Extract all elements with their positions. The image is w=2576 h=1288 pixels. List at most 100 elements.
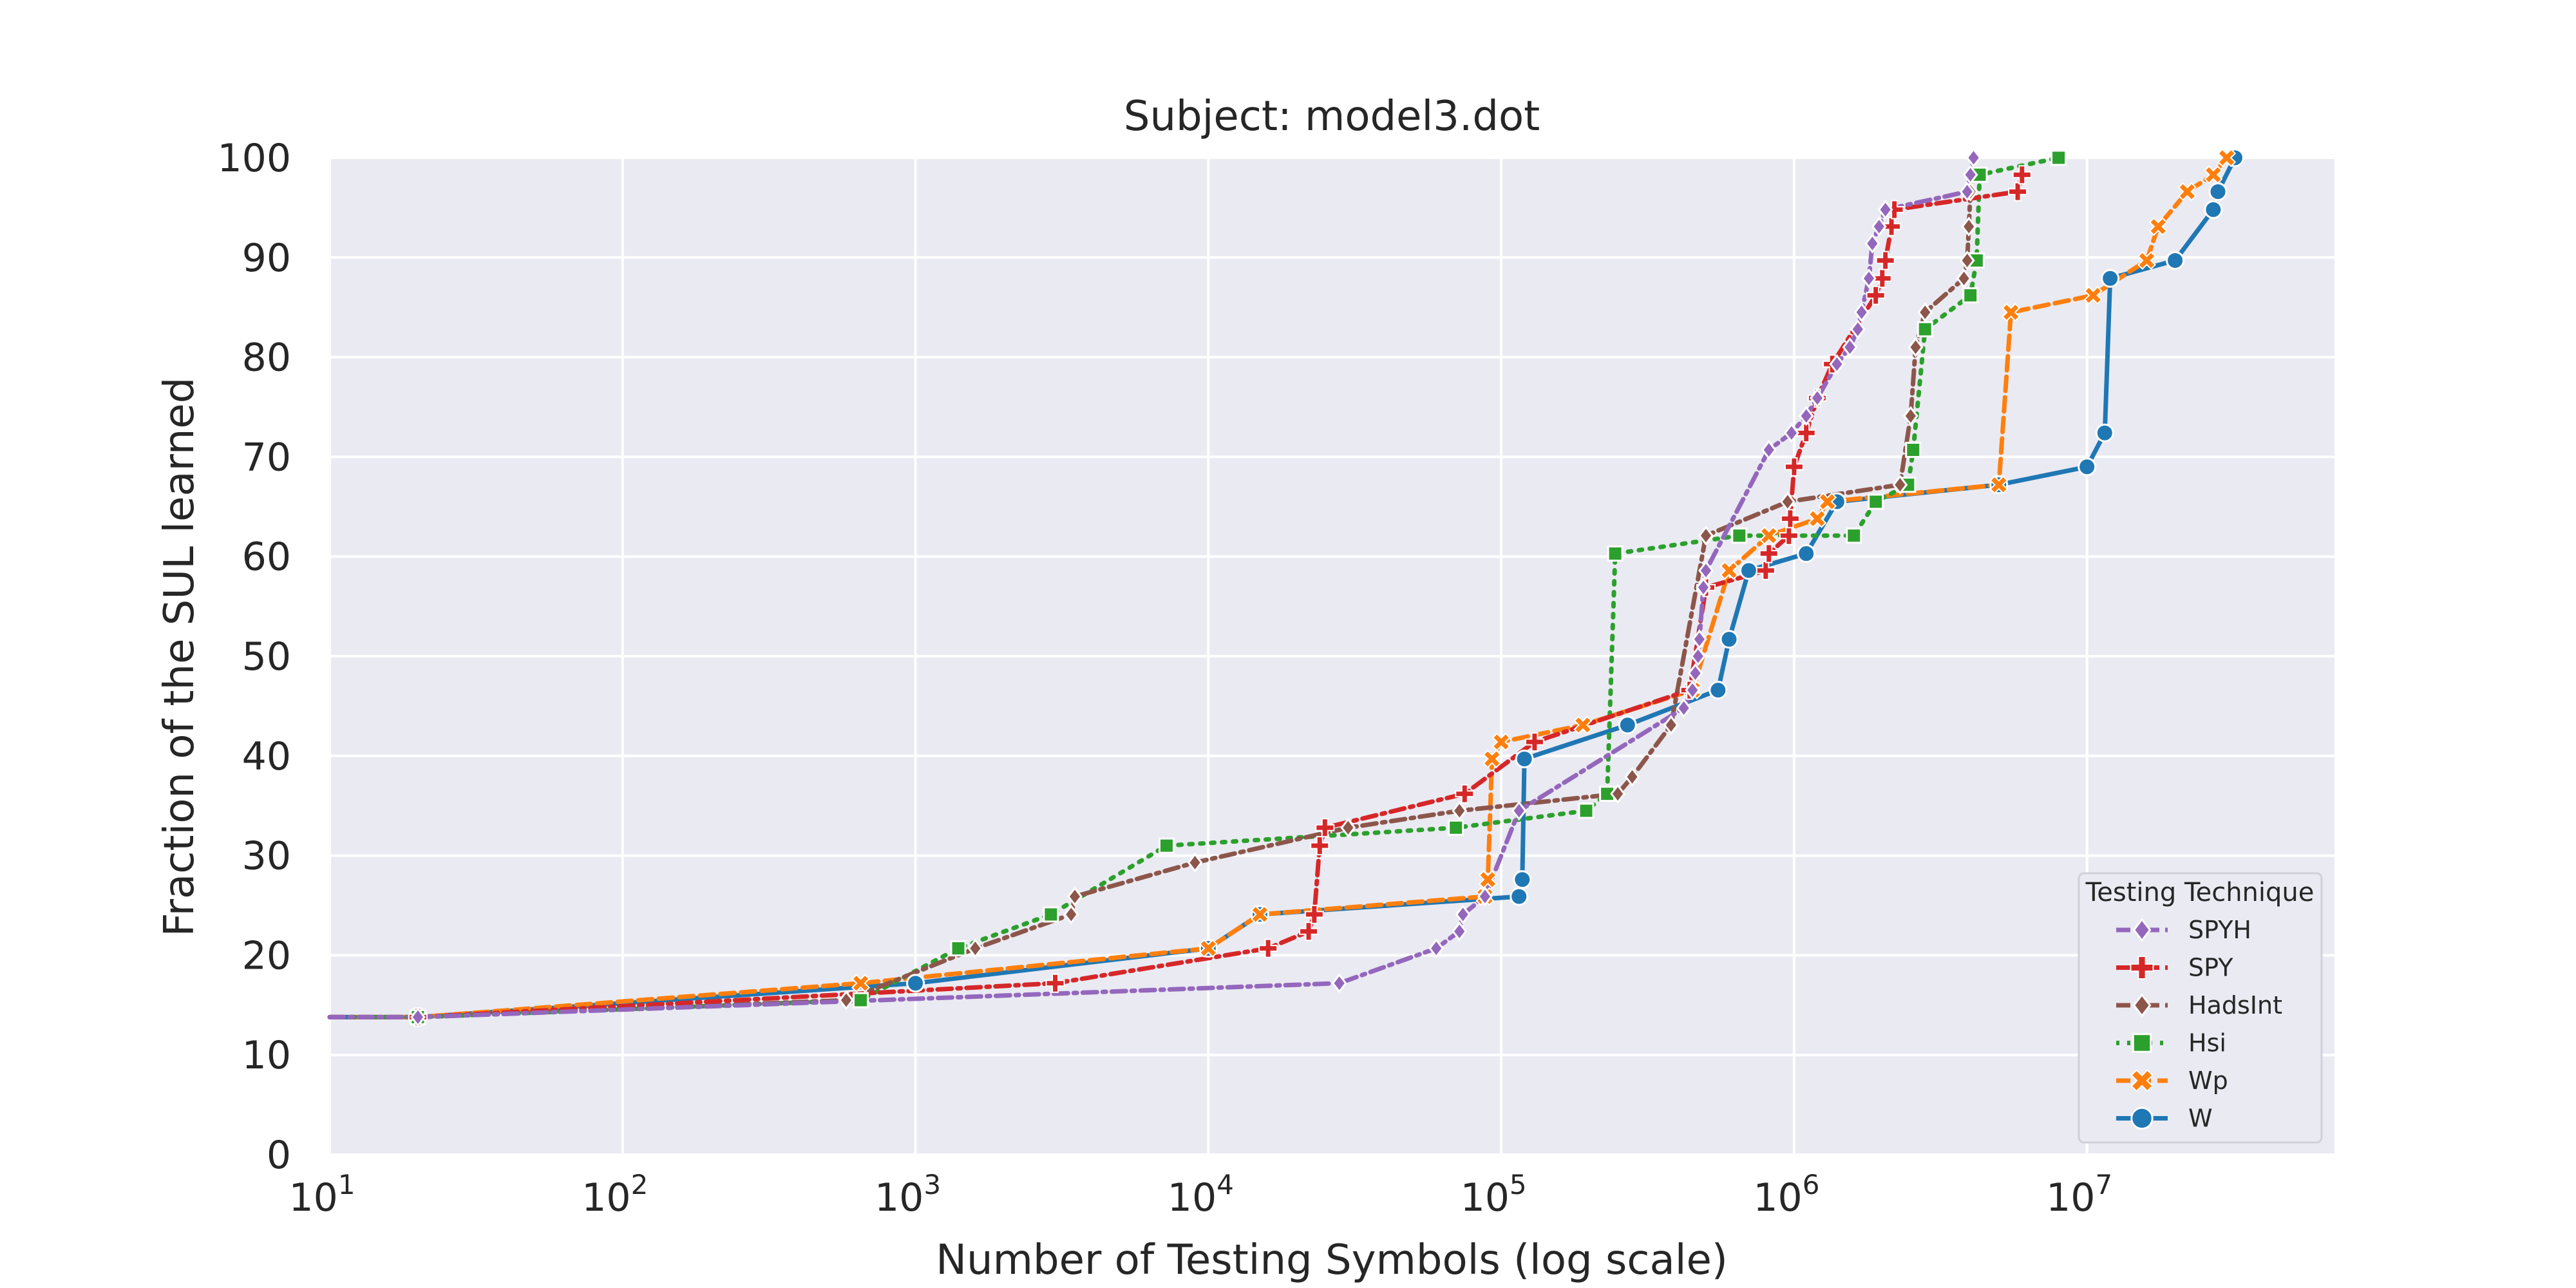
marker-diamond: [1698, 560, 1714, 581]
marker-plus: [1304, 904, 1324, 924]
marker-x-shape: [1719, 561, 1739, 580]
marker-circle: [1797, 544, 1816, 564]
marker-x-shape: [2002, 303, 2021, 322]
y-tick-label: 30: [242, 834, 291, 879]
marker-diamond: [1861, 268, 1877, 289]
y-tick-label: 90: [242, 236, 291, 281]
legend-label-wp: Wp: [2188, 1066, 2228, 1095]
x-tick-label: 104: [1168, 1169, 1234, 1220]
marker-diamond: [1331, 973, 1347, 994]
marker-diamond: [2132, 993, 2152, 1018]
legend-label-hadsint: HadsInt: [2188, 991, 2282, 1019]
marker-plus: [2012, 165, 2032, 185]
legend-label-spyh: SPYH: [2188, 916, 2251, 944]
marker-diamond: [410, 1007, 426, 1027]
x-tick-label: 101: [289, 1169, 355, 1220]
marker-x: [2137, 251, 2156, 270]
marker-x: [1719, 561, 1739, 580]
marker-diamond: [1511, 800, 1527, 821]
marker-diamond: [2132, 918, 2152, 942]
marker-diamond: [1063, 904, 1079, 925]
y-tick-label: 80: [242, 336, 291, 381]
marker-x: [1759, 526, 1779, 545]
marker-diamond: [1965, 147, 1982, 168]
marker-x: [2083, 286, 2103, 305]
legend-items: SPYH SPY HadsInt Hsi Wp W: [2116, 916, 2282, 1133]
marker-diamond: [1850, 319, 1866, 339]
marker-diamond: [1959, 182, 1975, 202]
marker-x: [1818, 492, 1837, 511]
marker-x: [2217, 148, 2237, 167]
marker-plus: [1756, 560, 1776, 580]
marker-diamond: [1864, 233, 1880, 254]
x-tick-label: 102: [582, 1169, 648, 1220]
x-tick-label: 107: [2046, 1169, 2112, 1220]
marker-diamond: [1663, 715, 1679, 735]
marker-diamond: [1798, 406, 1814, 426]
marker-x: [2130, 1069, 2154, 1092]
marker-x-shape: [1198, 939, 1218, 958]
marker-circle: [1513, 870, 1532, 889]
marker-diamond: [1624, 766, 1640, 787]
marker-diamond: [1871, 216, 1887, 237]
marker-x: [851, 974, 870, 993]
marker-diamond: [1961, 216, 1977, 237]
marker-plus: [2130, 956, 2154, 980]
marker-circle: [1510, 887, 1529, 906]
marker-plus: [1779, 526, 1799, 545]
marker-x-shape: [1482, 749, 1502, 768]
marker-x-shape: [1573, 715, 1593, 735]
marker-x: [1492, 732, 1511, 752]
marker-diamond: [838, 990, 854, 1010]
marker-x: [1250, 905, 1269, 924]
y-tick-label: 70: [242, 435, 291, 480]
marker-diamond: [1829, 354, 1845, 374]
marker-square: [1962, 287, 1979, 304]
marker-circle: [2095, 423, 2114, 442]
marker-diamond: [1956, 268, 1972, 289]
y-tick-label: 10: [242, 1033, 291, 1078]
x-tick-labels: 101 102 103 104 105 106 107: [289, 1169, 2112, 1220]
y-tick-label: 0: [267, 1133, 291, 1178]
marker-circle: [2101, 269, 2120, 288]
marker-diamond: [1687, 663, 1703, 683]
legend-label-spy: SPY: [2188, 954, 2233, 982]
marker-square: [2050, 149, 2067, 166]
marker-x-shape: [2217, 148, 2237, 167]
legend-title: Testing Technique: [2085, 878, 2315, 907]
marker-plus: [1258, 938, 1278, 958]
marker-diamond: [1676, 698, 1692, 718]
marker-diamond: [1428, 938, 1444, 959]
marker-square: [1868, 493, 1884, 510]
marker-x: [2177, 182, 2197, 202]
marker-square: [1158, 837, 1175, 854]
marker-diamond: [1685, 680, 1701, 701]
grid-lines: [328, 156, 2334, 1156]
series-markers: [408, 147, 2244, 1027]
marker-square: [1607, 545, 1624, 562]
marker-x-shape: [1759, 526, 1779, 545]
marker-square: [1905, 442, 1922, 459]
marker-circle: [1618, 715, 1637, 735]
marker-plus: [2008, 182, 2028, 202]
marker-x-shape: [2137, 251, 2156, 270]
chart-title: Subject: model3.dot: [1124, 93, 1540, 140]
marker-plus: [1045, 973, 1065, 993]
marker-x-shape: [1808, 509, 1827, 528]
marker-x: [2002, 303, 2021, 322]
marker-circle: [2204, 200, 2223, 219]
marker-square: [1043, 906, 1059, 923]
marker-diamond: [1610, 784, 1625, 804]
marker-circle: [2208, 182, 2228, 202]
marker-square: [1846, 527, 1862, 544]
marker-diamond: [1067, 886, 1083, 907]
marker-x-shape: [851, 974, 870, 993]
marker-plus: [1780, 509, 1800, 529]
marker-x: [2148, 217, 2168, 236]
marker-circle: [1739, 561, 1758, 580]
legend-label-w: W: [2188, 1104, 2213, 1133]
marker-plus: [1299, 922, 1319, 942]
marker-square: [1731, 527, 1748, 544]
